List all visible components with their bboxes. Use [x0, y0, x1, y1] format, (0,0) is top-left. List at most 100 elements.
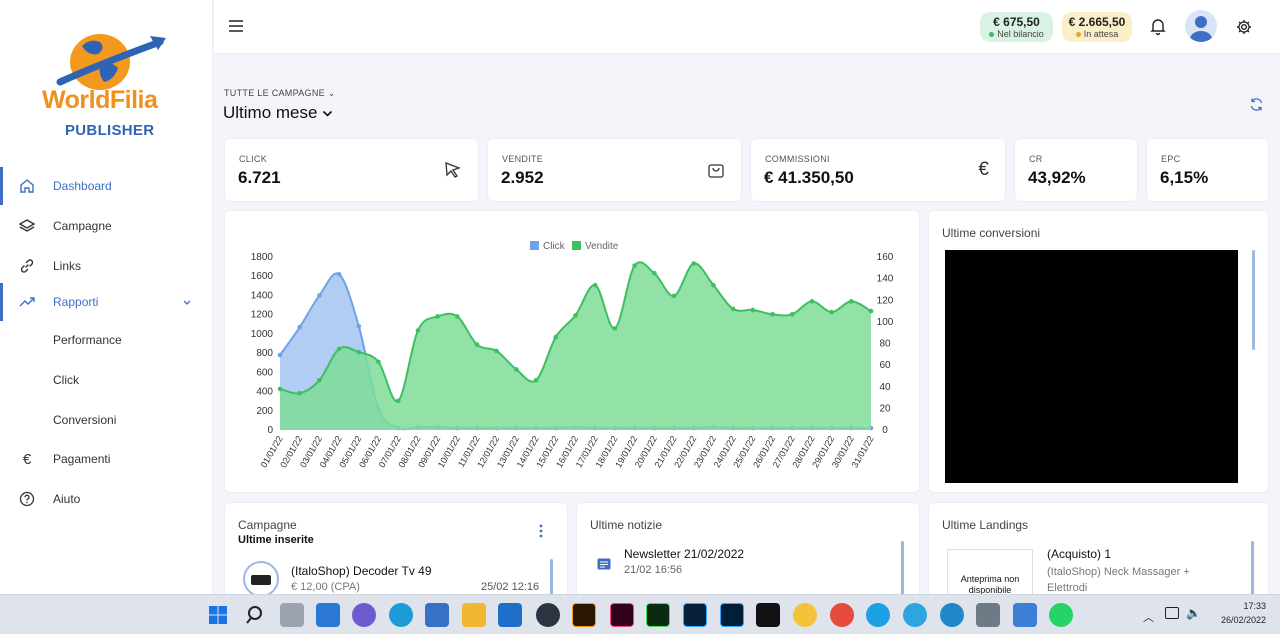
gear-icon[interactable] [1236, 19, 1252, 40]
stat-key: COMMISSIONI [765, 154, 830, 164]
scrollbar[interactable] [1251, 541, 1254, 601]
scrollbar[interactable] [550, 559, 553, 599]
chrome-icon[interactable] [830, 603, 854, 627]
logo[interactable]: WorldFilia PUBLISHER [38, 24, 178, 142]
y-left-tick-label: 1400 [251, 290, 274, 301]
shopping-bag-icon [707, 161, 725, 184]
photoshop-icon[interactable] [720, 603, 744, 627]
lightroom-icon[interactable] [683, 603, 707, 627]
network-icon[interactable] [1165, 607, 1179, 619]
dreamweaver-icon[interactable] [646, 603, 670, 627]
scrollbar[interactable] [901, 541, 904, 601]
news-card: Ultime notizie Newsletter 21/02/2022 21/… [576, 502, 920, 602]
stat-key: CR [1029, 154, 1043, 164]
pending-status: In attesa [1083, 29, 1119, 39]
refresh-icon[interactable] [1249, 97, 1264, 117]
indesign-icon[interactable] [610, 603, 634, 627]
cursor-icon [444, 161, 462, 184]
data-point-vendite [711, 282, 716, 288]
globe-logo-icon [56, 34, 166, 90]
stat-card-vendite: VENDITE 2.952 [487, 138, 742, 202]
data-point-click [317, 293, 322, 298]
series-area-vendite [280, 262, 871, 430]
windows-start-icon[interactable] [206, 603, 230, 627]
data-point-vendite [691, 261, 696, 266]
data-point-vendite [671, 293, 677, 299]
sidebar-item-rapporti[interactable]: Rapporti [0, 283, 213, 321]
menu-icon[interactable] [228, 19, 244, 33]
news-headline[interactable]: Newsletter 21/02/2022 [624, 547, 745, 561]
y-left-tick-label: 400 [256, 387, 273, 398]
sidebar-item-campagne[interactable]: Campagne [0, 207, 213, 245]
balance-badge[interactable]: € 675,50 Nel bilancio [980, 12, 1053, 42]
data-point-vendite [415, 328, 421, 333]
clock[interactable]: 17:33 26/02/2022 [1208, 601, 1266, 625]
bell-icon[interactable] [1150, 18, 1166, 40]
top-bar: € 675,50 Nel bilancio € 2.665,50 In atte… [214, 0, 1280, 54]
status-dot-icon [989, 32, 995, 38]
data-point-vendite [632, 263, 637, 268]
volume-icon[interactable]: 🔈 [1186, 606, 1201, 620]
data-point-vendite [455, 314, 460, 319]
calculator-icon[interactable] [976, 603, 1000, 627]
list-item[interactable]: (ItaloShop) Decoder Tv 49 € 12,00 (CPA) … [241, 559, 541, 599]
sidebar-item-aiuto[interactable]: Aiuto [0, 480, 213, 518]
landing-name[interactable]: (Acquisto) 1 [1047, 547, 1112, 561]
y-right-tick-label: 20 [879, 403, 891, 414]
sidebar-subitem-performance[interactable]: Performance [53, 333, 122, 347]
y-right-tick-label: 40 [879, 382, 891, 393]
sidebar-item-pagamenti[interactable]: € Pagamenti [0, 440, 213, 478]
telegram-icon[interactable] [903, 603, 927, 627]
notepad-icon[interactable] [1013, 603, 1037, 627]
skype-icon[interactable] [866, 603, 890, 627]
stat-value: 6,15% [1160, 168, 1209, 187]
file-explorer-icon[interactable] [462, 603, 486, 627]
legend-swatch [530, 241, 539, 250]
y-left-tick-label: 1200 [251, 310, 274, 321]
scrollbar[interactable] [1252, 250, 1255, 350]
netflix-icon[interactable] [756, 603, 780, 627]
chevron-up-icon[interactable]: ︿ [1143, 612, 1154, 624]
chevron-down-icon: ⌄ [327, 88, 336, 98]
conversions-content [945, 250, 1238, 483]
task-view-icon[interactable] [280, 603, 304, 627]
whatsapp-icon[interactable] [1049, 603, 1073, 627]
landings-title: Ultime Landings [942, 518, 1029, 532]
news-title: Ultime notizie [590, 518, 663, 532]
clock-time: 17:33 [1243, 601, 1266, 611]
performance-chart: 0 200 400 600 800 1000 1200 1400 1600 1800 0 20 40 60… [251, 241, 894, 469]
data-point-vendite [770, 312, 775, 317]
photos-icon[interactable] [793, 603, 817, 627]
widgets-icon[interactable] [316, 603, 340, 627]
search-icon[interactable] [244, 603, 268, 627]
sidebar-item-dashboard[interactable]: Dashboard [0, 167, 213, 205]
cortana-icon[interactable] [940, 603, 964, 627]
clock-date: 26/02/2022 [1220, 615, 1266, 625]
sidebar-subitem-conversioni[interactable]: Conversioni [53, 413, 117, 427]
legend-swatch [572, 241, 581, 250]
campaign-filter[interactable]: TUTTE LE CAMPAGNE ⌄ [224, 88, 336, 99]
period-selector[interactable]: Ultimo mese [223, 103, 333, 123]
sidebar-item-label: Pagamenti [53, 452, 111, 466]
data-point-click [297, 324, 302, 330]
edge-browser-icon[interactable] [389, 603, 413, 627]
pending-badge[interactable]: € 2.665,50 In attesa [1062, 12, 1132, 42]
y-right-tick-label: 100 [877, 317, 894, 328]
data-point-click [336, 272, 342, 277]
illustrator-icon[interactable] [572, 603, 596, 627]
more-vertical-icon[interactable] [539, 524, 543, 543]
teams-chat-icon[interactable] [352, 603, 376, 627]
avatar[interactable] [1185, 10, 1217, 42]
sidebar-subitem-click[interactable]: Click [53, 373, 79, 387]
chevron-down-icon [182, 296, 192, 310]
mail-icon[interactable] [498, 603, 522, 627]
sidebar-item-links[interactable]: Links [0, 247, 213, 285]
y-right-tick-label: 160 [877, 252, 894, 263]
stat-value: 43,92% [1028, 168, 1086, 187]
stat-value: 2.952 [501, 168, 544, 187]
microsoft-store-icon[interactable] [425, 603, 449, 627]
stat-key: VENDITE [502, 154, 544, 164]
speedometer-icon[interactable] [536, 603, 560, 627]
newsletter-icon [597, 557, 611, 575]
stat-value: € 41.350,50 [764, 168, 854, 187]
